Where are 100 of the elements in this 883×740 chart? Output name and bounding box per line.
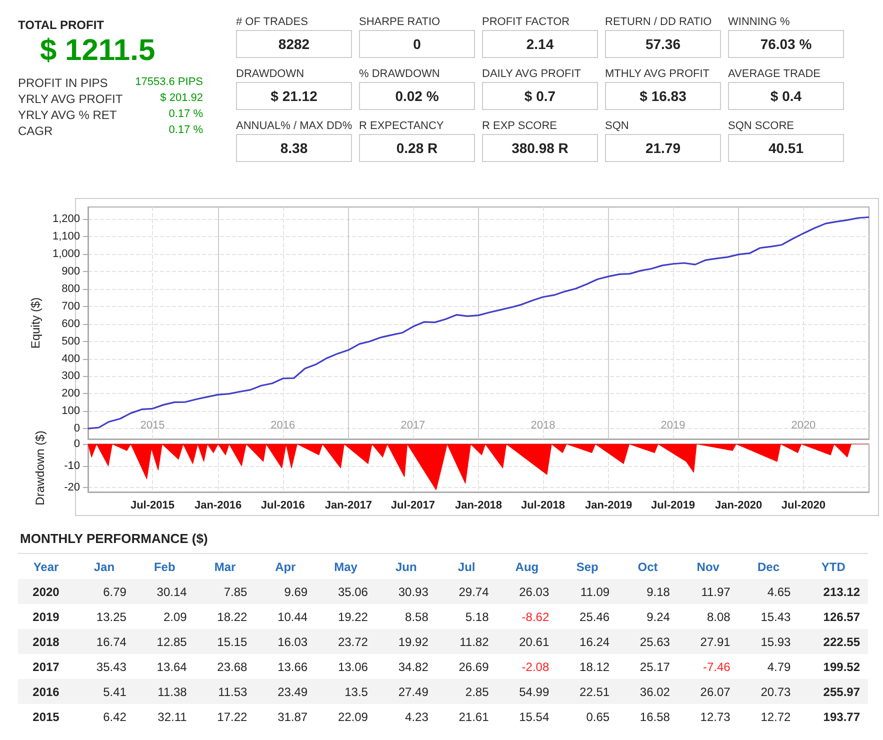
data-label: 12.72 — [760, 708, 792, 726]
text: $ 1211.5 — [40, 34, 156, 68]
y-tick-label: 600 — [62, 318, 80, 330]
y-tick-label: 1,200 — [52, 213, 80, 226]
x-tick-label: Jul — [456, 558, 476, 576]
data-label: 31.87 — [276, 708, 309, 726]
y-tick-label: 2016 — [18, 679, 74, 704]
y-tick-label: 1,100 — [52, 230, 80, 243]
chart-title: MONTHLY PERFORMANCE ($) — [20, 531, 208, 546]
y-tick-label: 0 — [74, 438, 80, 450]
category-label: SQN SCORE — [728, 120, 796, 132]
x-tick-label: Jan-2017 — [324, 500, 372, 512]
data-label: 13.5 — [316, 679, 376, 704]
y-axis-title: Year — [32, 558, 60, 576]
data-label: 35.06 — [316, 579, 376, 604]
data-label: 27.49 — [376, 679, 436, 704]
x-tick-label: 2016 — [270, 420, 296, 432]
x-tick-label: Jul-2019 — [651, 500, 696, 512]
x-tick-label: 2015 — [140, 420, 165, 432]
data-label: 35.43 — [95, 658, 128, 676]
x-tick-label: Oct — [636, 558, 659, 576]
y-tick-label: 500 — [62, 335, 80, 348]
data-label: 9.18 — [618, 579, 678, 604]
data-label: 193.77 — [822, 708, 861, 726]
x-tick-label: 2017 — [400, 420, 426, 432]
data-label: 26.07 — [678, 679, 738, 704]
x-tick-label: 2019 — [660, 420, 686, 432]
y-tick-label: 0 — [74, 422, 80, 435]
category-label: YRLY AVG PROFIT — [18, 92, 123, 106]
data-label: 26.03 — [496, 579, 558, 604]
data-label: 34.82 — [397, 658, 430, 676]
x-tick-label: May — [333, 558, 358, 576]
data-label: 36.02 — [618, 679, 678, 704]
y-tick-label: 2018 — [18, 629, 74, 654]
category-label: % DRAWDOWN — [359, 68, 441, 80]
data-label: 11.09 — [557, 579, 618, 604]
data-label: 17.22 — [216, 708, 248, 726]
x-tick-label: Dec — [756, 558, 781, 576]
data-label: 9.24 — [646, 608, 671, 626]
data-label: 11.38 — [134, 679, 195, 704]
data-label: 25.17 — [638, 658, 671, 676]
text: 21.79 — [645, 140, 681, 156]
data-label: 15.43 — [760, 608, 792, 626]
category-label: SQN — [605, 120, 630, 132]
x-tick-label: Apr — [274, 558, 297, 576]
text: 17553.6 PIPS — [135, 76, 203, 88]
y-tick-label: 1,000 — [52, 248, 80, 260]
data-label: 54.99 — [496, 679, 558, 704]
category-label: MTHLY AVG PROFIT — [605, 68, 711, 80]
data-label: 5.18 — [464, 608, 490, 626]
data-label: 16.24 — [557, 629, 618, 654]
data-label: 16.03 — [255, 629, 316, 654]
y-tick-label: 2017 — [32, 658, 60, 676]
text: 380.98 R — [512, 140, 568, 156]
x-tick-label: 2018 — [530, 420, 556, 432]
data-label: 27.91 — [678, 629, 738, 654]
y-tick-label: 2019 — [32, 608, 60, 626]
data-label: 21.61 — [458, 708, 490, 726]
category-label: AVERAGE TRADE — [728, 68, 822, 80]
data-label: 15.15 — [194, 629, 256, 654]
y-tick-label: -10 — [64, 460, 80, 472]
category-label: ANNUAL% / MAX DD% — [236, 120, 352, 132]
y-tick-label: 400 — [62, 352, 80, 365]
x-tick-label: Jan — [92, 558, 116, 576]
text: 57.36 — [645, 36, 681, 52]
data-label: 5.41 — [74, 679, 134, 704]
x-tick-label: Nov — [696, 558, 720, 576]
y-tick-label: 200 — [62, 388, 80, 400]
category-label: RETURN / DD RATIO — [605, 16, 713, 28]
data-label: 13.06 — [336, 658, 369, 676]
y-axis-title: Drawdown ($) — [33, 430, 47, 506]
data-label: 12.85 — [134, 629, 195, 654]
x-tick-label: Jan-2020 — [715, 500, 762, 512]
data-label: 25.63 — [618, 629, 678, 654]
category-label: PROFIT FACTOR — [482, 16, 571, 28]
x-tick-label: Jul-2017 — [390, 500, 435, 512]
category-label: YRLY AVG % RET — [18, 108, 117, 122]
data-label: 20.61 — [496, 629, 558, 654]
category-label: CAGR — [18, 124, 53, 138]
data-label: 199.52 — [822, 658, 861, 676]
x-tick-label: Jan-2018 — [454, 500, 502, 512]
text: $ 201.92 — [160, 92, 203, 104]
data-label: 15.54 — [518, 708, 550, 726]
text: 76.03 % — [760, 36, 812, 52]
text: 2.14 — [526, 36, 554, 52]
data-label: 213.12 — [798, 579, 868, 604]
y-tick-label: 2020 — [18, 579, 74, 604]
data-label: 20.73 — [738, 679, 799, 704]
data-label: 13.25 — [95, 608, 128, 626]
y-tick-label: 300 — [62, 370, 80, 382]
text: 0.02 % — [395, 88, 439, 104]
data-label: 255.97 — [798, 679, 868, 704]
x-tick-label: Jan-2019 — [585, 500, 632, 512]
data-label: 12.73 — [699, 708, 732, 726]
category-label: SHARPE RATIO — [359, 16, 442, 28]
text: TOTAL PROFIT — [18, 18, 104, 32]
x-tick-label: Jan-2016 — [194, 500, 242, 512]
category-label: PROFIT IN PIPS — [18, 76, 108, 90]
data-label: 8.08 — [706, 608, 732, 626]
data-label: 126.57 — [822, 608, 861, 626]
